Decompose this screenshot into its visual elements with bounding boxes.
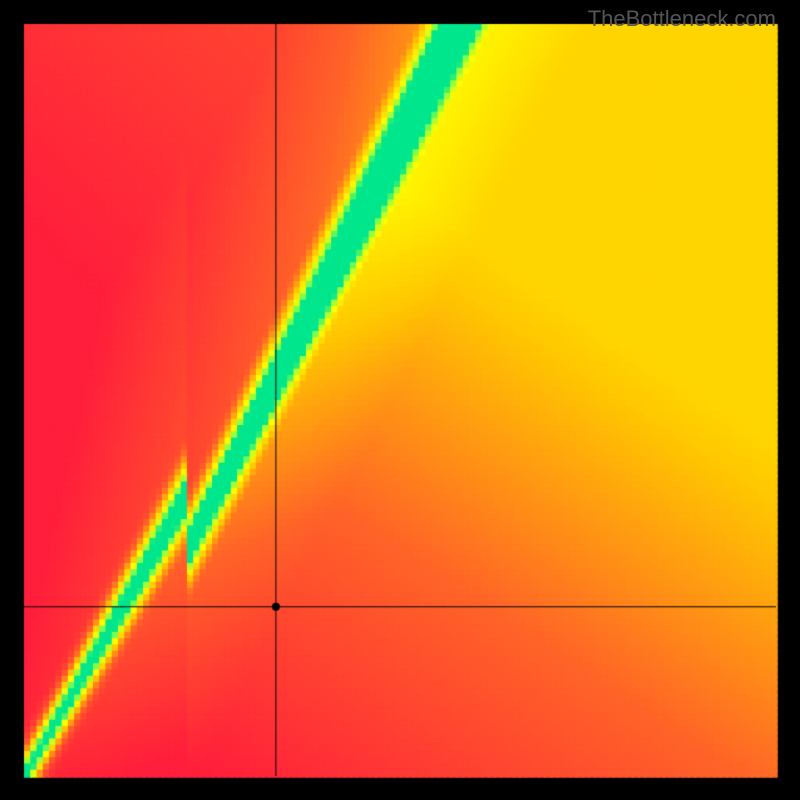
bottleneck-heatmap [0,0,800,800]
chart-container: TheBottleneck.com [0,0,800,800]
watermark-label: TheBottleneck.com [588,6,776,32]
